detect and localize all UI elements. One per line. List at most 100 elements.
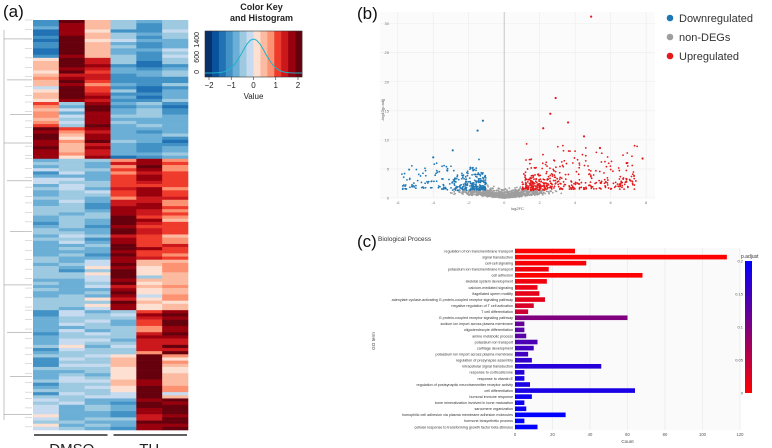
heatmap-cell <box>84 143 111 147</box>
volcano-point <box>514 188 517 191</box>
heatmap-cell <box>136 417 163 421</box>
heatmap-cell <box>33 281 60 286</box>
group-label-th: TH <box>139 441 159 448</box>
heatmap-cell <box>58 316 85 320</box>
volcano-point <box>547 175 550 178</box>
volcano-point <box>604 185 606 187</box>
volcano-point <box>466 170 469 173</box>
volcano-point <box>456 174 459 177</box>
heatmap-cell <box>84 42 111 46</box>
heatmap-cell <box>33 29 60 33</box>
heatmap-cell <box>110 385 137 390</box>
heatmap-cell <box>58 325 85 330</box>
go-bar <box>515 266 549 272</box>
heatmap-cell <box>84 133 111 137</box>
heatmap-cell <box>136 373 163 377</box>
volcano-point <box>473 168 476 171</box>
heatmap-cell <box>110 212 137 216</box>
heatmap-cell <box>136 124 163 128</box>
volcano-point <box>422 172 424 175</box>
heatmap-cell <box>58 133 85 137</box>
heatmap-cell <box>136 73 163 78</box>
heatmap-cell <box>162 64 189 68</box>
heatmap-cell <box>136 120 163 125</box>
heatmap-cell <box>33 149 60 153</box>
heatmap-cell <box>58 51 85 55</box>
heatmap-cell <box>110 127 137 131</box>
volcano-point <box>460 172 463 175</box>
volcano-point <box>517 192 519 194</box>
volcano-point <box>483 175 486 178</box>
volcano-point <box>441 178 444 180</box>
volcano-point <box>430 180 433 183</box>
heatmap-cell <box>33 177 60 182</box>
volcano-point <box>547 184 550 186</box>
volcano-point <box>589 181 592 184</box>
heatmap-cell <box>84 117 111 122</box>
volcano-point <box>518 195 521 198</box>
volcano-point <box>556 177 559 180</box>
volcano-point <box>511 194 514 197</box>
heatmap-cell <box>33 370 60 374</box>
heatmap-cell <box>33 42 60 46</box>
heatmap-cell <box>110 401 137 406</box>
heatmap-cell <box>84 420 111 424</box>
heatmap-cell <box>84 136 111 141</box>
heatmap-cell <box>162 177 189 182</box>
heatmap-cell <box>33 234 60 238</box>
heatmap-cell <box>136 348 163 352</box>
volcano-point <box>549 167 551 170</box>
volcano-point <box>633 188 636 191</box>
heatmap-cell <box>33 240 60 245</box>
volcano-point <box>544 163 547 166</box>
heatmap-cell <box>136 79 163 84</box>
heatmap-cell <box>33 108 60 112</box>
volcano-point <box>478 158 480 161</box>
heatmap-cell <box>162 411 189 415</box>
heatmap-cell <box>58 411 85 415</box>
heatmap-cell <box>33 250 60 254</box>
heatmap-cell <box>33 218 60 223</box>
heatmap-cell <box>33 136 60 141</box>
volcano-point <box>588 169 590 171</box>
volcano-point <box>626 165 629 167</box>
color-key-swatch <box>218 31 227 77</box>
heatmap-cell <box>33 344 60 349</box>
heatmap-cell <box>162 32 189 37</box>
heatmap-cell <box>110 228 137 232</box>
heatmap-cell <box>136 61 163 65</box>
volcano-point <box>514 187 516 189</box>
heatmap-cell <box>58 57 85 62</box>
volcano-point <box>549 180 551 183</box>
volcano-point <box>504 187 507 190</box>
heatmap-cell <box>110 234 137 238</box>
volcano-point <box>609 188 612 191</box>
heatmap-cell <box>162 348 189 352</box>
volcano-point <box>533 178 535 180</box>
go-xtick-label: 120 <box>737 432 745 437</box>
volcano-point <box>600 152 603 155</box>
volcano-point <box>623 188 625 191</box>
heatmap-cell <box>84 322 111 327</box>
heatmap-cell <box>110 177 137 182</box>
volcano-point <box>600 161 603 163</box>
volcano-point <box>479 190 481 193</box>
heatmap-cell <box>33 398 60 402</box>
heatmap-cell <box>162 325 189 330</box>
heatmap-cell <box>110 319 137 324</box>
heatmap-cell <box>110 35 137 40</box>
volcano-point <box>571 186 574 189</box>
heatmap-cell <box>110 335 137 339</box>
heatmap-cell <box>162 281 189 286</box>
heatmap-cell <box>33 193 60 197</box>
heatmap-cell <box>58 221 85 226</box>
heatmap-cell <box>58 335 85 339</box>
go-bar <box>515 351 529 357</box>
heatmap-cell <box>33 316 60 320</box>
heatmap-cell <box>33 228 60 232</box>
heatmap-cell <box>162 259 189 264</box>
volcano-point <box>530 158 533 161</box>
volcano-point <box>450 165 452 168</box>
volcano-point <box>437 185 440 187</box>
volcano-legend-label: Upregulated <box>679 51 739 63</box>
